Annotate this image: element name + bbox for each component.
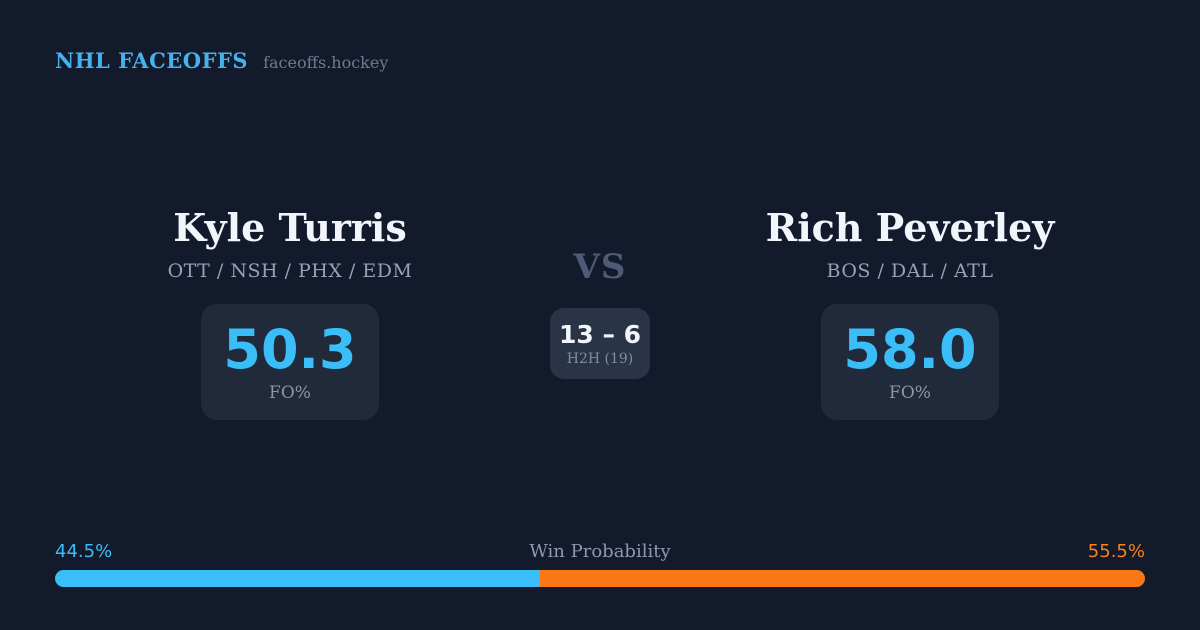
player-left-stat-card: 50.3 FO% — [201, 304, 379, 420]
player-right-fo-pct: 58.0 — [843, 317, 977, 381]
center-column: VS 13 – 6 H2H (19) — [480, 205, 720, 420]
win-probability-title: Win Probability — [529, 541, 671, 562]
player-left-fo-pct: 50.3 — [223, 317, 357, 381]
win-probability-section: 44.5% Win Probability 55.5% — [55, 542, 1145, 587]
player-left-teams: OTT / NSH / PHX / EDM — [167, 260, 413, 282]
matchup-section: Kyle Turris OTT / NSH / PHX / EDM 50.3 F… — [100, 205, 1100, 420]
player-right-teams: BOS / DAL / ATL — [826, 260, 994, 282]
h2h-score: 13 – 6 — [558, 319, 642, 349]
player-right-name: Rich Peverley — [765, 205, 1055, 250]
win-bar-left-segment — [55, 570, 541, 587]
player-left-stat-label: FO% — [269, 382, 311, 403]
player-right-column: Rich Peverley BOS / DAL / ATL 58.0 FO% — [720, 205, 1100, 420]
win-probability-bar — [55, 570, 1145, 587]
player-left-name: Kyle Turris — [173, 205, 407, 250]
win-probability-right-pct: 55.5% — [1087, 541, 1145, 562]
player-right-stat-label: FO% — [889, 382, 931, 403]
win-probability-labels: 44.5% Win Probability 55.5% — [55, 542, 1145, 562]
win-bar-right-segment — [540, 570, 1145, 587]
brand-title: NHL FACEOFFS — [55, 48, 249, 73]
player-left-column: Kyle Turris OTT / NSH / PHX / EDM 50.3 F… — [100, 205, 480, 420]
site-url: faceoffs.hockey — [263, 53, 389, 72]
header: NHL FACEOFFS faceoffs.hockey — [55, 48, 388, 73]
h2h-label: H2H (19) — [566, 350, 634, 367]
player-right-stat-card: 58.0 FO% — [821, 304, 999, 420]
win-probability-left-pct: 44.5% — [55, 541, 113, 562]
h2h-card: 13 – 6 H2H (19) — [550, 308, 650, 379]
vs-label: VS — [573, 247, 627, 287]
